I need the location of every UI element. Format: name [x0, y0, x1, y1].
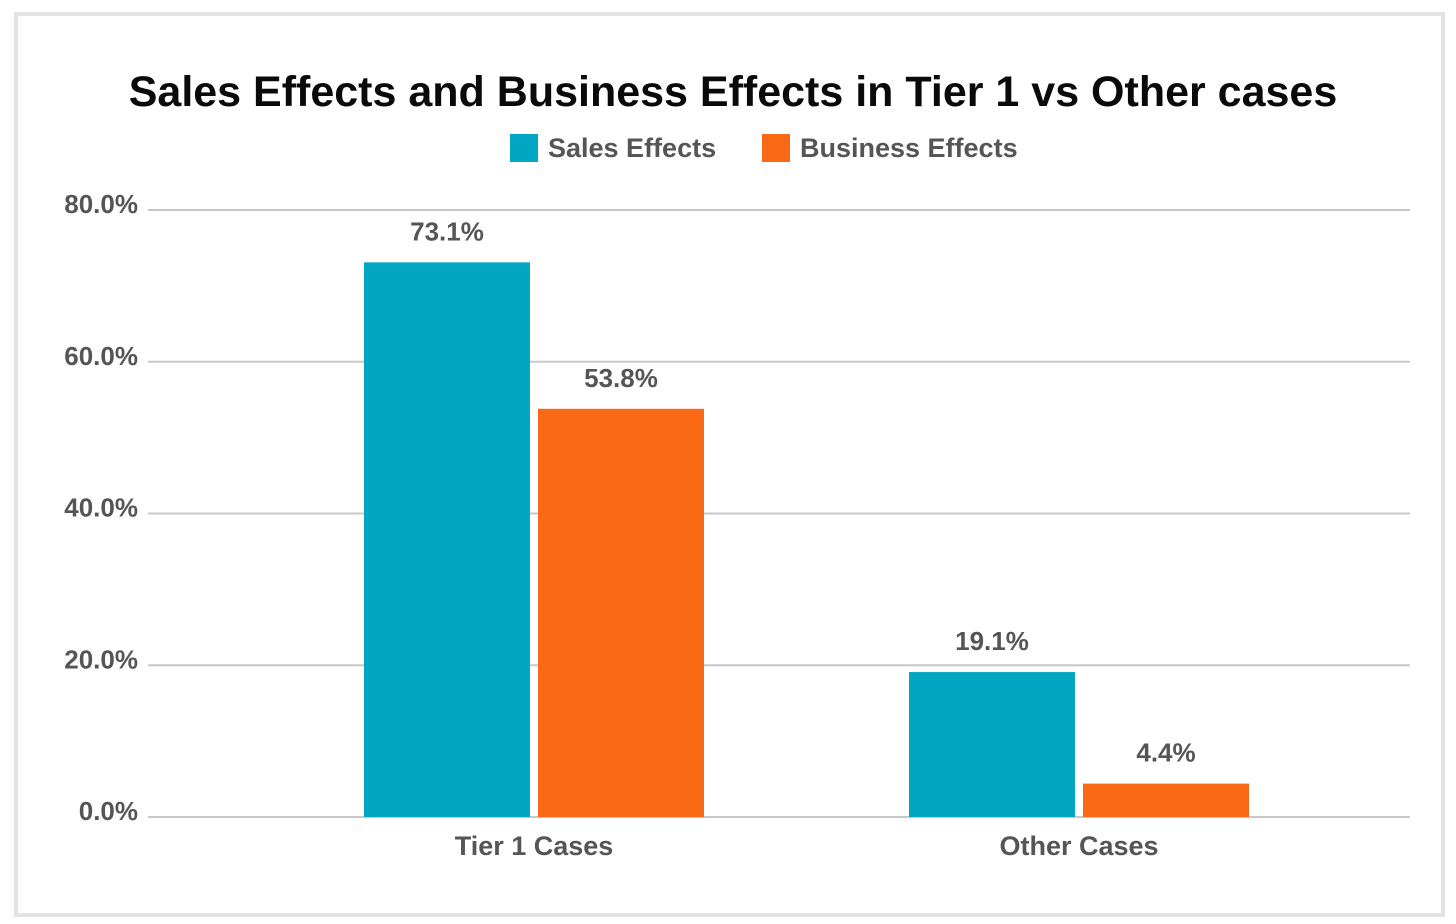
chart-title: Sales Effects and Business Effects in Ti…: [129, 68, 1338, 116]
value-labels: 73.1% 53.8% 19.1% 4.4%: [410, 216, 1196, 767]
bar: [364, 262, 530, 817]
bar: [909, 672, 1075, 817]
bars: [364, 262, 1249, 817]
bar: [1083, 783, 1249, 817]
chart-frame: [14, 12, 1445, 917]
legend-label: Business Effects: [800, 133, 1018, 163]
data-label: 4.4%: [1136, 738, 1195, 768]
x-tick-label: Other Cases: [999, 831, 1158, 861]
legend-swatch: [510, 134, 538, 162]
x-tick-label: Tier 1 Cases: [455, 831, 614, 861]
category-labels: Tier 1 Cases Other Cases: [455, 831, 1159, 861]
y-tick-label: 80.0%: [64, 189, 138, 219]
y-tick-label: 60.0%: [64, 341, 138, 371]
y-axis-ticks: 0.0% 20.0% 40.0% 60.0% 80.0%: [64, 189, 138, 826]
bar: [538, 408, 704, 817]
legend-label: Sales Effects: [548, 133, 716, 163]
y-tick-label: 20.0%: [64, 644, 138, 674]
data-label: 73.1%: [410, 216, 484, 246]
data-label: 19.1%: [955, 626, 1029, 656]
y-tick-label: 0.0%: [79, 796, 138, 826]
gridlines: [148, 209, 1410, 818]
legend: Sales Effects Business Effects: [510, 133, 1018, 163]
legend-swatch: [762, 134, 790, 162]
data-label: 53.8%: [584, 363, 658, 393]
y-tick-label: 40.0%: [64, 493, 138, 523]
